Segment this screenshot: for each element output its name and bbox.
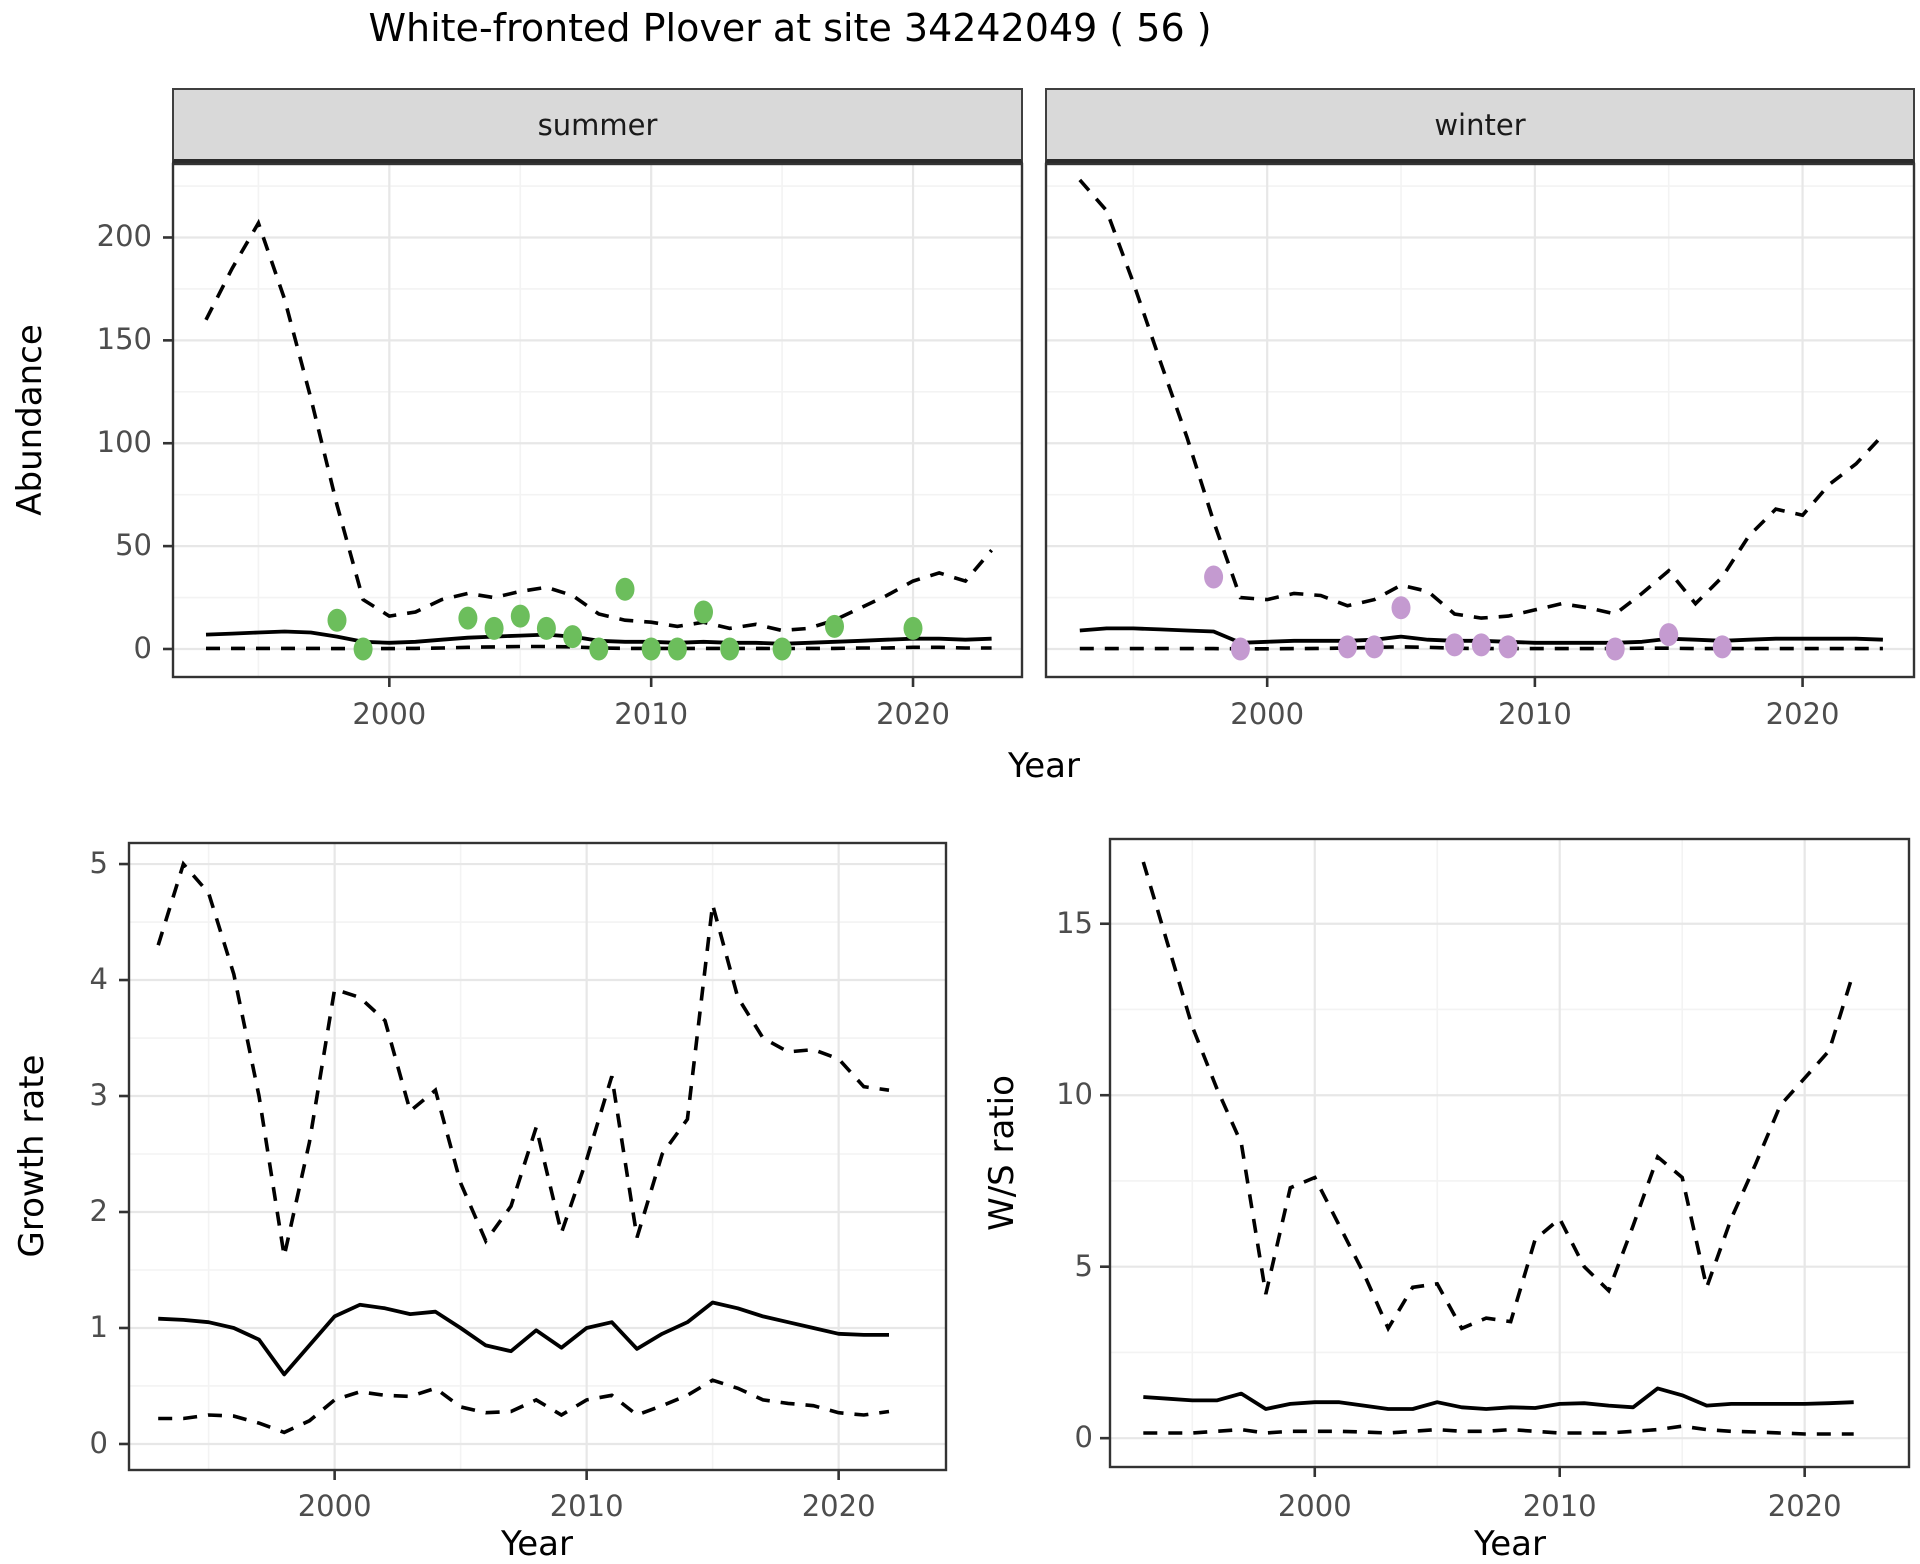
x-tick-label: 2010 — [614, 697, 689, 731]
growth-rate-plot — [119, 841, 948, 1480]
facet-strip-summer: summer — [172, 88, 1023, 163]
median-line — [158, 1300, 889, 1377]
upper-ci-line — [204, 218, 993, 633]
y-tick-label: 3 — [89, 1078, 108, 1112]
y-tick-label: 150 — [96, 322, 152, 357]
gridlines-minor — [172, 163, 1023, 678]
panel-background — [1109, 838, 1910, 1468]
gridlines-minor — [1045, 163, 1915, 678]
axis-ticks — [1100, 922, 1806, 1477]
observation-points — [327, 577, 923, 661]
observation-points — [1204, 565, 1732, 661]
panel-border — [171, 162, 1024, 679]
observation-point — [1391, 596, 1411, 620]
observation-point — [1230, 637, 1250, 661]
x-tick-label: 2000 — [297, 1489, 372, 1523]
observation-point — [1605, 637, 1625, 661]
observation-point — [903, 616, 923, 640]
median-line — [1143, 1386, 1854, 1411]
observation-point — [327, 608, 347, 632]
lower-ci-line — [206, 644, 992, 651]
observation-point — [484, 616, 504, 640]
observation-point — [510, 604, 530, 628]
upper-ci-line — [1078, 178, 1885, 620]
observation-point — [589, 637, 609, 661]
y-tick-label: 50 — [115, 528, 152, 563]
winter-abundance-plot — [1044, 162, 1916, 687]
x-tick-label: 2020 — [801, 1489, 876, 1523]
y-tick-label: 5 — [1074, 1248, 1093, 1283]
observation-point — [641, 637, 661, 661]
figure-title: White-fronted Plover at site 34242049 ( … — [368, 6, 1212, 50]
top-year-axis-title: Year — [1008, 746, 1080, 786]
panel-border — [1108, 837, 1911, 1469]
ws-ratio-plot — [1100, 837, 1911, 1477]
facet-strip-summer-label: summer — [537, 107, 658, 142]
abundance-axis-title: Abundance — [10, 324, 50, 516]
x-tick-label: 2000 — [1277, 1489, 1352, 1523]
observation-point — [615, 577, 635, 601]
panel-background — [172, 163, 1023, 678]
lower-ci-line — [1143, 1424, 1854, 1436]
y-tick-label: 15 — [1056, 905, 1093, 940]
facet-strip-winter-label: winter — [1434, 107, 1526, 142]
x-tick-label: 2010 — [549, 1489, 624, 1523]
panel-border — [1044, 162, 1916, 679]
observation-point — [694, 600, 713, 624]
observation-point — [667, 637, 687, 661]
panel-border — [127, 841, 948, 1472]
x-tick-label: 2020 — [876, 697, 950, 731]
x-tick-label: 2000 — [352, 697, 427, 731]
x-tick-label: 2010 — [1497, 697, 1572, 731]
axis-ticks — [163, 236, 915, 687]
observation-point — [1712, 635, 1732, 659]
y-tick-label: 2 — [89, 1194, 108, 1228]
observation-point — [353, 637, 373, 661]
y-tick-label: 0 — [1074, 1420, 1093, 1455]
x-tick-label: 2000 — [1230, 697, 1305, 731]
gridlines-minor — [128, 842, 947, 1471]
growth-year-axis-title: Year — [501, 1524, 573, 1564]
lower-ci-line — [158, 1378, 890, 1435]
observation-point — [1471, 633, 1491, 657]
y-tick-label: 10 — [1056, 1077, 1093, 1112]
upper-ci-line — [1141, 861, 1856, 1333]
x-tick-label: 2010 — [1522, 1489, 1597, 1523]
observation-point — [536, 616, 556, 640]
gridlines-major — [1109, 838, 1910, 1468]
y-tick-label: 0 — [133, 630, 152, 665]
gridlines-minor — [1109, 838, 1910, 1468]
observation-point — [720, 637, 740, 661]
x-tick-label: 2020 — [1767, 1489, 1842, 1523]
y-tick-label: 0 — [89, 1425, 108, 1460]
ws-year-axis-title: Year — [1474, 1524, 1546, 1564]
axis-ticks — [119, 862, 840, 1480]
observation-point — [458, 606, 478, 630]
observation-point — [772, 637, 792, 661]
observation-point — [1364, 635, 1384, 659]
y-tick-label: 100 — [96, 425, 152, 460]
observation-point — [1498, 635, 1518, 659]
observation-point — [825, 614, 844, 638]
x-tick-label: 2020 — [1765, 697, 1840, 731]
observation-point — [1204, 565, 1224, 589]
facet-strip-winter: winter — [1045, 88, 1915, 163]
y-tick-label: 1 — [89, 1309, 108, 1344]
observation-point — [1445, 633, 1465, 657]
observation-point — [1338, 635, 1357, 659]
observation-point — [563, 625, 583, 649]
summer-abundance-plot — [163, 162, 1024, 687]
observation-point — [1659, 623, 1679, 647]
axis-ticks — [1265, 678, 1804, 687]
y-tick-label: 5 — [89, 846, 108, 881]
panel-background — [128, 842, 947, 1471]
panel-background — [1045, 163, 1915, 678]
y-tick-label: 4 — [89, 962, 108, 997]
y-tick-label: 200 — [96, 219, 152, 254]
